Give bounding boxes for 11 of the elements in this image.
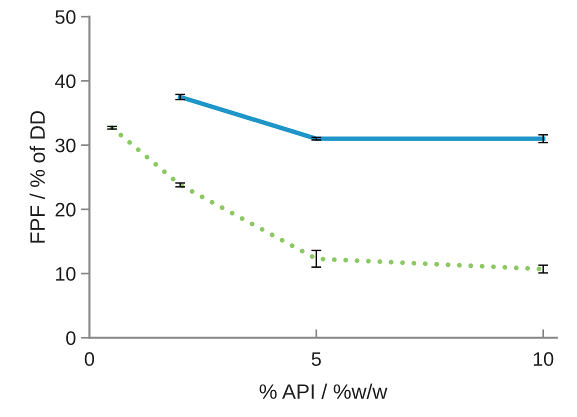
- x-tick-label: 0: [84, 352, 94, 366]
- y-tick-label: 10: [56, 267, 76, 281]
- x-tick-label: 5: [312, 352, 321, 366]
- x-axis-title: % API / %w/w: [260, 384, 388, 399]
- y-tick-label: 50: [55, 10, 76, 24]
- x-tick-label: 10: [534, 352, 554, 366]
- y-axis-title: FPF / % of DD: [30, 111, 45, 243]
- y-tick-label: 30: [55, 138, 76, 152]
- y-tick-label: 20: [56, 202, 76, 217]
- y-tick-label: 40: [55, 74, 76, 88]
- y-tick-label: 0: [66, 331, 76, 346]
